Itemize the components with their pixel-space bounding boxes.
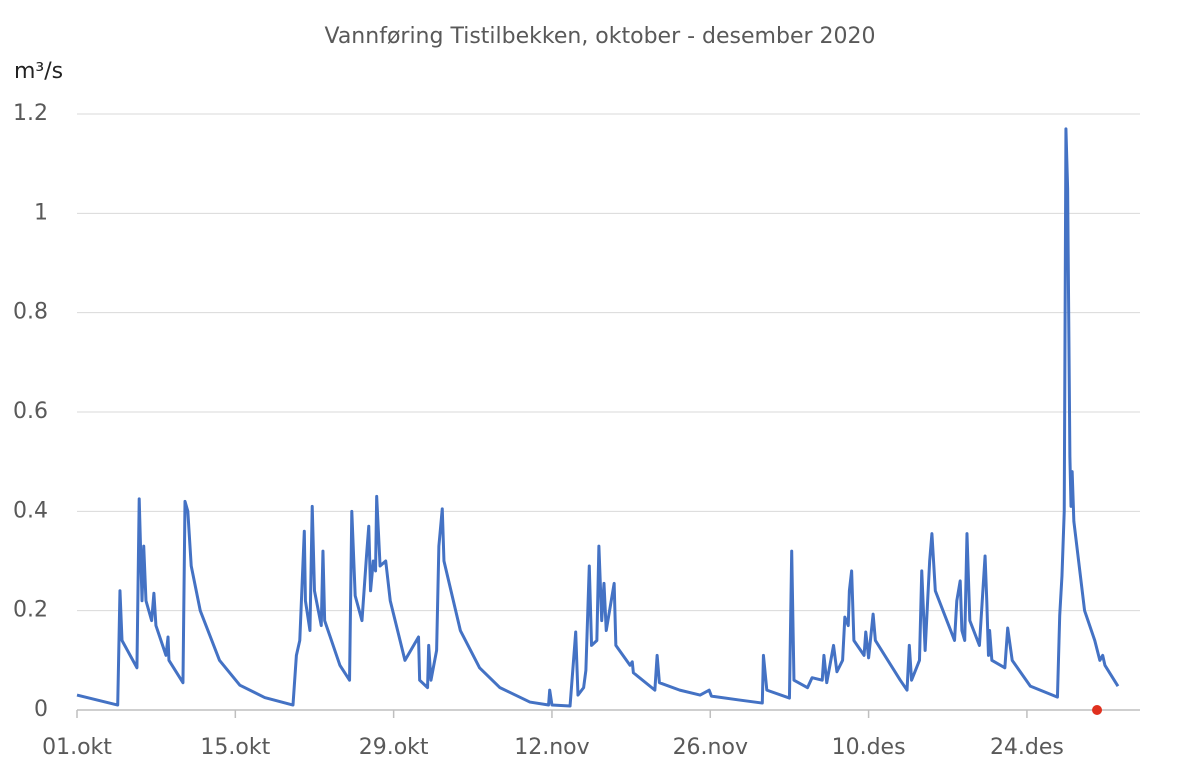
y-tick-label: 0.8 bbox=[13, 300, 48, 325]
y-tick-label: 0 bbox=[34, 697, 48, 722]
x-tick-label: 01.okt bbox=[42, 735, 112, 760]
x-tick-label: 15.okt bbox=[200, 735, 270, 760]
data-line bbox=[76, 127, 1120, 708]
chart-title: Vannføring Tistilbekken, oktober - desem… bbox=[324, 24, 875, 49]
x-tick-label: 10.des bbox=[832, 735, 906, 760]
x-tick-label: 24.des bbox=[990, 735, 1064, 760]
y-tick-label: 1.2 bbox=[13, 101, 48, 126]
y-tick-label: 0.2 bbox=[13, 598, 48, 623]
y-axis-label: m³/s bbox=[14, 59, 63, 84]
y-tick-label: 1 bbox=[34, 200, 48, 225]
y-tick-label: 0.4 bbox=[13, 498, 48, 523]
y-tick-label: 0.6 bbox=[13, 399, 48, 424]
x-tick-label: 12.nov bbox=[514, 735, 589, 760]
marker-point bbox=[1092, 705, 1103, 715]
x-tick-label: 26.nov bbox=[673, 735, 748, 760]
x-tick-label: 29.okt bbox=[359, 735, 429, 760]
